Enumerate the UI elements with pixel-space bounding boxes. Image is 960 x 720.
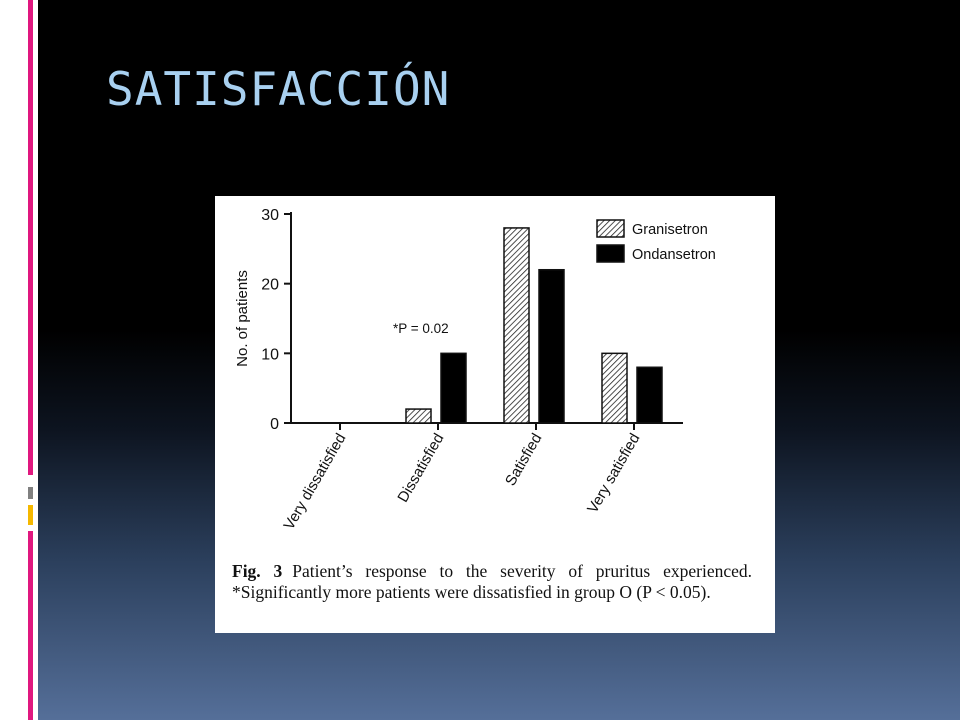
- significance-annotation: *P = 0.02: [393, 321, 449, 336]
- y-tick-label: 10: [261, 346, 279, 363]
- legend-label-ondansetron: Ondansetron: [632, 247, 716, 263]
- y-axis-label: No. of patients: [234, 270, 251, 367]
- bar-granisetron-very-satisfied: [601, 352, 628, 424]
- caption-label: Fig. 3: [232, 561, 283, 581]
- y-tick-label: 20: [261, 277, 279, 294]
- x-tick-label: Satisfied: [502, 431, 545, 489]
- x-tick-label: Very dissatisfied: [281, 431, 350, 533]
- y-tick-label: 0: [270, 416, 279, 433]
- legend-swatch-granisetron: [596, 219, 625, 238]
- x-tick-label: Very satisfied: [584, 431, 643, 517]
- slide-title: SATISFACCIÓN: [106, 62, 451, 116]
- legend-swatch-ondansetron: [596, 244, 625, 263]
- accent-bar-gray: [28, 487, 33, 499]
- accent-bar-magenta-bottom: [28, 531, 33, 720]
- legend-label-granisetron: Granisetron: [632, 222, 708, 238]
- accent-bar-gold: [28, 505, 33, 525]
- bar-ondansetron-dissatisfied: [440, 352, 467, 424]
- bar-chart: 0 10 20 30 No. of patients Very dissatisfied D…: [234, 207, 716, 533]
- figure-caption: Fig. 3 Patient’s response to the severity…: [232, 561, 752, 603]
- y-tick-label: 30: [261, 207, 279, 224]
- bar-granisetron-dissatisfied: [405, 408, 432, 424]
- figure-panel: 0 10 20 30 No. of patients Very dissatisfied D…: [215, 196, 775, 633]
- accent-bar-magenta-top: [28, 0, 33, 475]
- bar-ondansetron-satisfied: [538, 268, 565, 424]
- bar-ondansetron-very-satisfied: [636, 366, 663, 424]
- caption-text: Patient’s response to the severity of pr…: [232, 561, 752, 602]
- bar-granisetron-satisfied: [503, 227, 530, 424]
- x-tick-label: Dissatisfied: [394, 431, 447, 506]
